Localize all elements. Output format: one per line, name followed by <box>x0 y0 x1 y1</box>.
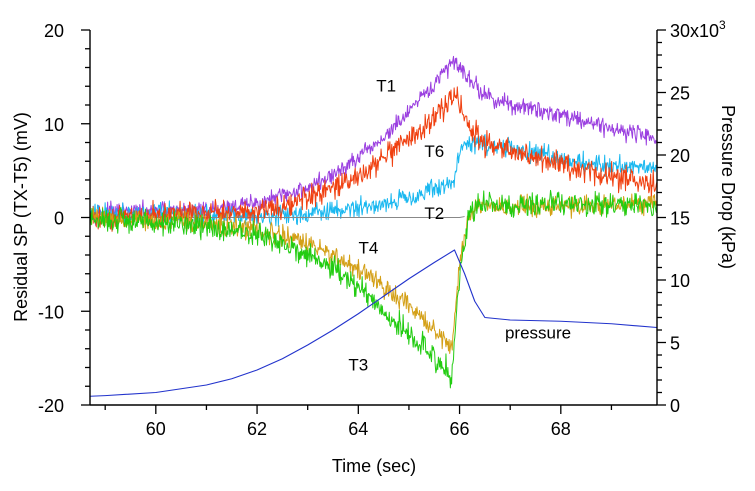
y2-tick-label: 20 <box>670 146 690 166</box>
y2-tick-label: 10 <box>670 271 690 291</box>
tick-layer: 60 62 64 66 68 -20 -10 0 10 20 0 5 10 15 20 25 30x103 <box>38 18 726 439</box>
x-tick-label: 62 <box>247 419 267 439</box>
y-tick-label: -20 <box>38 396 64 416</box>
annotation-t6: T6 <box>424 142 444 161</box>
y2-tick-label: 25 <box>670 84 690 104</box>
x-axis-title: Time (sec) <box>332 456 416 476</box>
series-line-pressure <box>89 249 658 397</box>
y-tick-label: 20 <box>44 21 64 41</box>
y2-tick-exponent: 3 <box>719 18 726 32</box>
y2-tick-label: 5 <box>670 334 680 354</box>
annotation-t3: T3 <box>348 356 368 375</box>
label-layer: Time (sec) Residual SP (TX-T5) (mV) Pres… <box>11 105 738 476</box>
y-tick-label: -10 <box>38 302 64 322</box>
series-line-t3 <box>89 189 658 389</box>
x-tick-label: 66 <box>450 419 470 439</box>
y2-tick-label: 15 <box>670 209 690 229</box>
x-tick-label: 64 <box>348 419 368 439</box>
y-axis-title: Residual SP (TX-T5) (mV) <box>11 112 31 322</box>
y-tick-label: 0 <box>54 209 64 229</box>
y2-tick-label: 30x103 <box>670 18 726 41</box>
series-layer <box>89 55 658 397</box>
annotation-pressure: pressure <box>505 324 571 343</box>
annotation-layer: T1 T6 T2 T4 T3 pressure <box>348 76 571 374</box>
y2-axis-title: Pressure Drop (kPa) <box>718 105 738 269</box>
y-tick-label: 10 <box>44 115 64 135</box>
annotation-t2: T2 <box>424 204 444 223</box>
y2-tick-label: 0 <box>670 396 680 416</box>
annotation-t4: T4 <box>359 239 379 258</box>
x-tick-label: 60 <box>146 419 166 439</box>
annotation-t1: T1 <box>376 76 396 95</box>
series-line-red-trace <box>89 86 658 232</box>
x-tick-label: 68 <box>551 419 571 439</box>
